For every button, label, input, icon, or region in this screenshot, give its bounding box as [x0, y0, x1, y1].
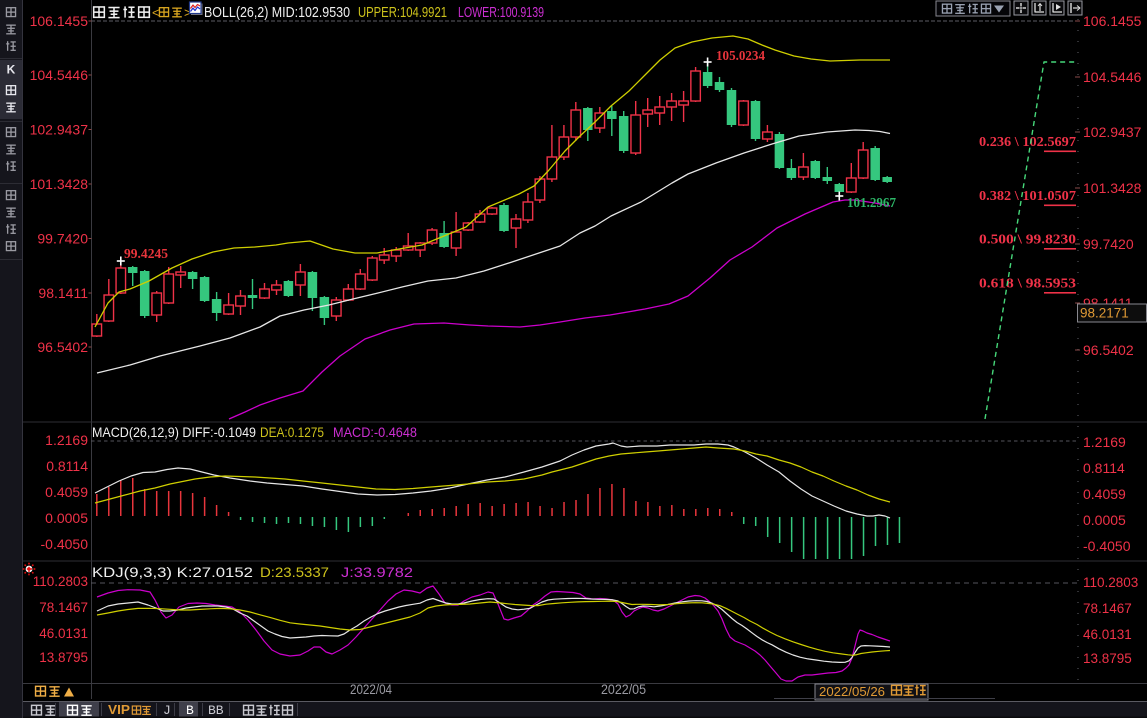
svg-text:0.618 \ 98.5953: 0.618 \ 98.5953 [979, 276, 1076, 291]
svg-text:MACD(26,12,9) DIFF:-0.1049: MACD(26,12,9) DIFF:-0.1049 [92, 424, 256, 440]
svg-text:110.2803: 110.2803 [33, 574, 88, 589]
svg-text:78.1467: 78.1467 [39, 600, 88, 615]
svg-text:1.2169: 1.2169 [45, 432, 88, 448]
svg-text:99.7420: 99.7420 [37, 231, 88, 247]
svg-text:102.9437: 102.9437 [1083, 124, 1142, 140]
svg-text:VIP: VIP [108, 702, 130, 717]
svg-text:BB: BB [208, 703, 224, 718]
svg-text:B: B [186, 703, 194, 718]
svg-text:78.1467: 78.1467 [1083, 601, 1132, 616]
svg-text:106.1455: 106.1455 [1083, 13, 1142, 29]
svg-text:0.0005: 0.0005 [45, 510, 88, 526]
svg-text:K: K [7, 63, 16, 77]
svg-text:LOWER:100.9139: LOWER:100.9139 [458, 4, 544, 21]
svg-text:0.236 \ 102.5697: 0.236 \ 102.5697 [979, 134, 1076, 149]
svg-text:0.4059: 0.4059 [45, 484, 88, 500]
svg-text:0.0005: 0.0005 [1083, 512, 1126, 528]
svg-text:99.4245: 99.4245 [124, 247, 168, 262]
svg-text:105.0234: 105.0234 [716, 49, 765, 64]
svg-text:46.0131: 46.0131 [1083, 627, 1132, 642]
svg-text:46.0131: 46.0131 [39, 626, 88, 641]
svg-text:KDJ(9,3,3) K:27.0152: KDJ(9,3,3) K:27.0152 [92, 564, 253, 580]
svg-text:2022/05: 2022/05 [601, 681, 646, 697]
svg-text:1.2169: 1.2169 [1083, 434, 1126, 450]
svg-text:98.1411: 98.1411 [38, 285, 88, 301]
svg-text:0.500 \ 99.8230: 0.500 \ 99.8230 [979, 232, 1076, 247]
svg-text:104.5446: 104.5446 [30, 67, 89, 83]
svg-text:101.3428: 101.3428 [30, 176, 89, 192]
svg-text:13.8795: 13.8795 [39, 650, 88, 665]
svg-text:99.7420: 99.7420 [1083, 236, 1134, 252]
svg-text:J: J [163, 703, 171, 718]
svg-text:DEA:0.1275: DEA:0.1275 [260, 424, 324, 440]
svg-text:13.8795: 13.8795 [1083, 651, 1132, 666]
svg-text:0.8114: 0.8114 [46, 458, 88, 474]
svg-text:102.9437: 102.9437 [30, 122, 89, 138]
svg-text:D:23.5337: D:23.5337 [260, 564, 329, 580]
svg-text:BOLL(26,2) MID:102.9530: BOLL(26,2) MID:102.9530 [204, 4, 350, 21]
svg-text:0.8114: 0.8114 [1083, 460, 1125, 476]
svg-text:0.382 \ 101.0507: 0.382 \ 101.0507 [979, 188, 1076, 203]
svg-text:106.1455: 106.1455 [30, 13, 89, 29]
svg-text:96.5402: 96.5402 [37, 339, 88, 355]
svg-text:110.2803: 110.2803 [1083, 575, 1138, 590]
svg-text:98.2171: 98.2171 [1080, 306, 1129, 321]
svg-text:2022/05/26: 2022/05/26 [819, 684, 885, 699]
svg-text:-0.4050: -0.4050 [1083, 538, 1131, 554]
svg-text:MACD:-0.4648: MACD:-0.4648 [333, 424, 417, 440]
svg-text:>: > [184, 5, 192, 20]
svg-text:J:33.9782: J:33.9782 [341, 564, 413, 580]
svg-text:101.2967: 101.2967 [847, 196, 896, 211]
svg-text:0.4059: 0.4059 [1083, 486, 1126, 502]
svg-text:96.5402: 96.5402 [1083, 342, 1134, 358]
svg-text:2022/04: 2022/04 [350, 681, 392, 697]
svg-text:-0.4050: -0.4050 [41, 536, 89, 552]
svg-text:101.3428: 101.3428 [1083, 180, 1142, 196]
svg-text:<: < [152, 5, 160, 20]
svg-text:UPPER:104.9921: UPPER:104.9921 [358, 4, 447, 21]
svg-text:104.5446: 104.5446 [1083, 69, 1142, 85]
